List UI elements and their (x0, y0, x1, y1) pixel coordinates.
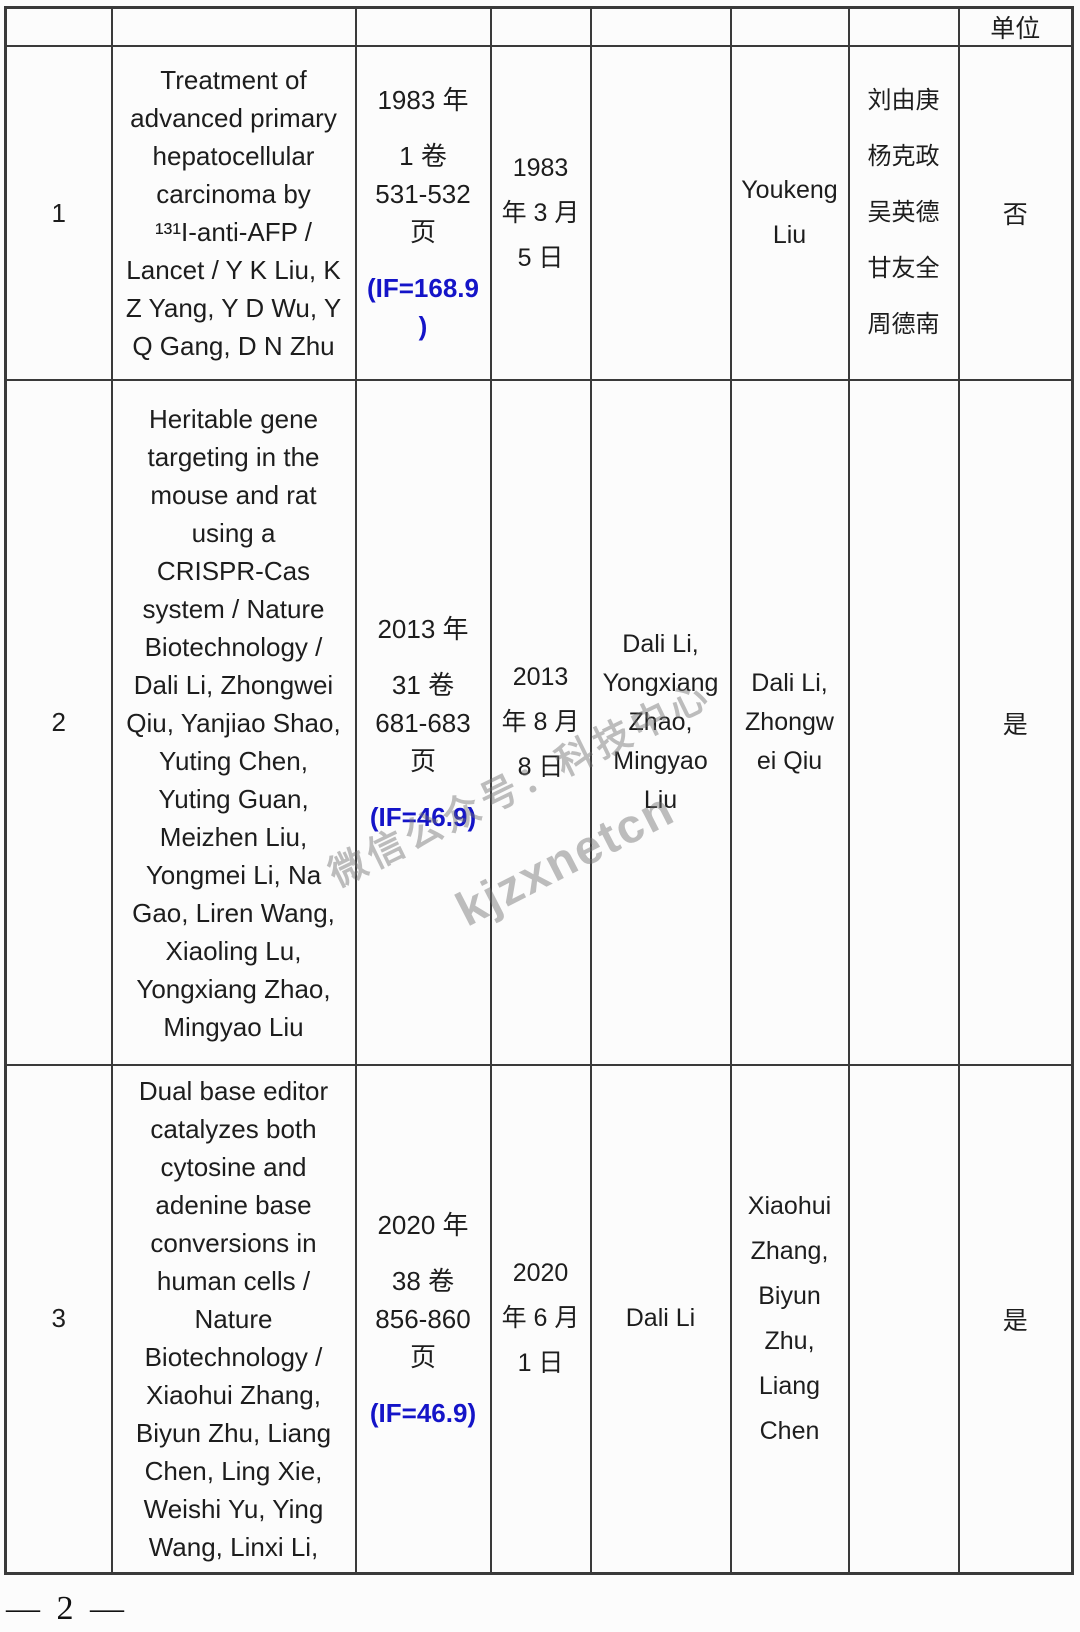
publication-row: 2 Heritable gene targeting in the mouse … (4, 379, 1074, 1066)
impact-factor: (IF=46.9) (369, 801, 477, 832)
publication-year: 2020 年 (377, 1209, 469, 1240)
header-cell-authors-a (589, 6, 732, 47)
title-cell: Treatment of advanced primary hepatocell… (110, 45, 357, 381)
seq-cell: 1 (4, 45, 113, 381)
header-row: 单位 (4, 6, 1074, 47)
header-cell-title (110, 6, 357, 47)
title-cell: Heritable gene targeting in the mouse an… (110, 379, 357, 1066)
seq-cell: 2 (4, 379, 113, 1066)
unit-flag-cell: 是 (957, 379, 1074, 1066)
header-cell-authors-b (729, 6, 850, 47)
publication-row: 1 Treatment of advanced primary hepatoce… (4, 45, 1074, 381)
date-cell: 2013 年 8 月 8 日 (489, 379, 592, 1066)
publications-table: 单位 1 Treatment of advanced primary hepat… (4, 6, 1074, 1575)
publication-year: 1983 年 (377, 85, 469, 115)
header-cell-authors-cn (847, 6, 960, 47)
unit-flag-cell: 是 (957, 1064, 1074, 1574)
date-cell: 2020 年 6 月 1 日 (489, 1064, 592, 1574)
first-authors-cell: Youkeng Liu (729, 45, 850, 381)
corresponding-authors-cell: Dali Li (589, 1064, 732, 1574)
corresponding-authors-cell: Dali Li, Yongxiang Zhao, Mingyao Liu (589, 379, 732, 1066)
publication-volume-pages: 38 卷 856-860 页 (375, 1265, 471, 1372)
impact-factor: (IF=46.9) (369, 1397, 477, 1428)
first-authors-cell: Dali Li, Zhongw ei Qiu (729, 379, 850, 1066)
date-cell: 1983 年 3 月 5 日 (489, 45, 592, 381)
publication-row: 3 Dual base editor catalyzes both cytosi… (4, 1064, 1074, 1574)
chinese-authors-cell (847, 379, 960, 1066)
publication-cell: 1983 年 1 卷 531-532 页 (IF=168.9 ) (354, 45, 492, 381)
publication-volume-pages: 31 卷 681-683 页 (375, 669, 471, 776)
corresponding-authors-cell (589, 45, 732, 381)
first-authors-cell: Xiaohui Zhang, Biyun Zhu, Liang Chen (729, 1064, 850, 1574)
title-cell: Dual base editor catalyzes both cytosine… (110, 1064, 357, 1574)
publication-volume-pages: 1 卷 531-532 页 (375, 141, 471, 247)
publication-year: 2013 年 (377, 613, 469, 644)
header-cell-publication (354, 6, 492, 47)
publication-cell: 2013 年 31 卷 681-683 页 (IF=46.9) (354, 379, 492, 1066)
header-cell-unit: 单位 (957, 6, 1074, 47)
unit-flag-cell: 否 (957, 45, 1074, 381)
publication-cell: 2020 年 38 卷 856-860 页 (IF=46.9) (354, 1064, 492, 1574)
seq-cell: 3 (4, 1064, 113, 1574)
page-number: — 2 — (6, 1590, 128, 1627)
impact-factor: (IF=168.9 ) (366, 273, 479, 341)
header-cell-date (489, 6, 592, 47)
chinese-authors-cell: 刘由庚 杨克政 吴英德 甘友全 周德南 (847, 45, 960, 381)
header-cell-seq (4, 6, 113, 47)
chinese-authors-cell (847, 1064, 960, 1574)
